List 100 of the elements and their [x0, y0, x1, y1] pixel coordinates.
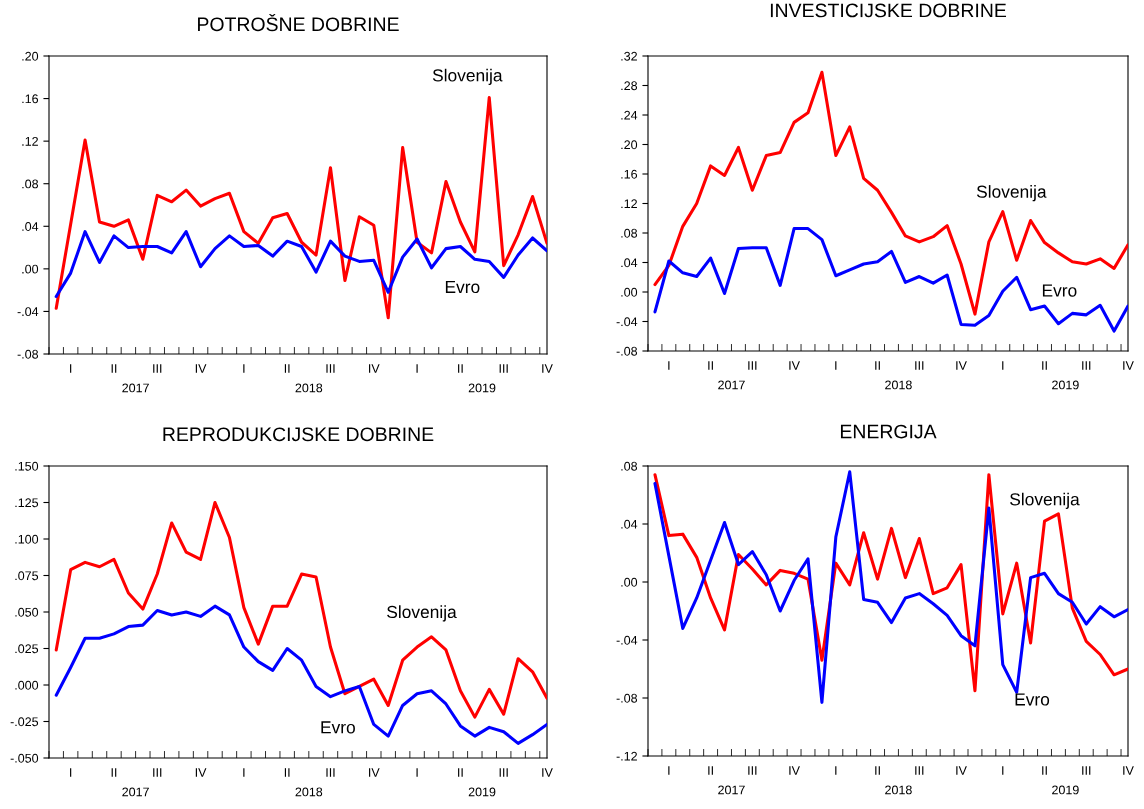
- chart-title: INVESTICIJSKE DOBRINE: [770, 3, 1007, 18]
- x-tick-label: II: [1042, 361, 1047, 370]
- line-series: [54, 500, 547, 719]
- x-tick-label: IV: [789, 361, 800, 370]
- text: 2019: [468, 787, 496, 797]
- line-series: [653, 227, 1128, 333]
- y-tick-label: -.12: [616, 751, 637, 761]
- y-tick-label: -.08: [616, 346, 638, 356]
- x-tick-label: II: [708, 766, 713, 775]
- y-tick-label: .20: [22, 51, 39, 61]
- y-tick-label: .04: [22, 222, 39, 231]
- y-tick-label: .150: [15, 461, 39, 471]
- x-tick-label: I: [243, 364, 245, 373]
- x-tick-label: IV: [956, 361, 967, 370]
- series-label: Slovenija: [976, 185, 1047, 202]
- y-tick-label: .04: [621, 519, 638, 529]
- x-tick-label: II: [284, 364, 290, 373]
- x-tick-label: I: [1002, 766, 1004, 775]
- series-label: Evro: [1042, 284, 1077, 297]
- x-tick-label: IV: [542, 768, 553, 777]
- y-tick-label: .075: [15, 571, 39, 581]
- x-tick-label: I: [668, 766, 670, 775]
- x-tick-label: IV: [369, 364, 380, 373]
- text: 2019: [1052, 380, 1079, 390]
- x-tick-label: IV: [369, 768, 380, 777]
- x-tick-label: III: [326, 364, 335, 373]
- y-tick-label: .100: [15, 534, 39, 544]
- line-series: [54, 95, 547, 320]
- y-tick-label: .12: [621, 199, 637, 209]
- y-tick-label: .20: [621, 140, 638, 150]
- series-label: Evro: [321, 721, 355, 734]
- y-tick-label: .050: [15, 607, 39, 617]
- x-tick-label: II: [458, 364, 463, 373]
- text: 2018: [885, 380, 912, 390]
- y-tick-label: .000: [15, 680, 39, 690]
- y-tick-label: .025: [15, 644, 39, 654]
- x-tick-label: III: [748, 766, 757, 775]
- y-tick-label: .00: [621, 287, 638, 297]
- y-tick-label: .28: [621, 81, 638, 91]
- x-tick-label: I: [416, 364, 418, 373]
- x-tick-label: III: [1082, 766, 1091, 775]
- y-tick-label: .08: [621, 461, 638, 471]
- x-tick-label: I: [416, 768, 418, 777]
- y-tick-label: -.025: [10, 717, 39, 727]
- x-tick-label: I: [835, 766, 837, 775]
- y-tick-label: .00: [621, 577, 638, 587]
- text: 2018: [295, 787, 323, 797]
- x-tick-label: I: [70, 768, 72, 777]
- text: 2017: [122, 383, 149, 393]
- y-tick-label: -.08: [616, 693, 638, 703]
- line-series: [54, 230, 547, 299]
- y-tick-label: .08: [22, 179, 39, 189]
- x-tick-label: I: [70, 364, 72, 373]
- chart-title: POTROŠNE DOBRINE: [198, 14, 399, 32]
- x-tick-label: IV: [195, 364, 207, 373]
- x-tick-label: III: [748, 361, 757, 370]
- x-tick-label: II: [875, 766, 880, 775]
- x-tick-label: IV: [542, 364, 553, 373]
- y-tick-label: -.04: [17, 307, 39, 317]
- y-tick-label: .12: [22, 136, 38, 146]
- x-tick-label: III: [499, 364, 508, 373]
- text: 2017: [718, 380, 745, 390]
- x-tick-label: III: [153, 768, 162, 777]
- series-label: Evro: [445, 280, 480, 294]
- x-tick-label: II: [875, 361, 880, 370]
- y-tick-label: .08: [621, 228, 638, 238]
- y-tick-label: .16: [22, 94, 39, 104]
- x-tick-label: II: [111, 364, 117, 373]
- x-tick-label: I: [668, 361, 670, 370]
- x-tick-label: III: [1082, 361, 1091, 370]
- series-label: Slovenija: [1010, 492, 1080, 509]
- chart-title: ENERGIJA: [840, 424, 937, 439]
- text: 2018: [885, 785, 912, 795]
- text: 2017: [718, 785, 745, 795]
- x-tick-label: I: [1002, 361, 1004, 370]
- x-tick-label: IV: [1123, 361, 1134, 370]
- x-tick-label: I: [835, 361, 837, 370]
- x-tick-label: II: [1042, 766, 1047, 775]
- y-tick-label: .04: [621, 258, 638, 268]
- text: 2019: [1052, 785, 1079, 795]
- x-tick-label: IV: [789, 766, 800, 775]
- y-tick-label: .24: [621, 110, 638, 120]
- line-series: [653, 70, 1128, 316]
- x-tick-label: IV: [1123, 766, 1134, 775]
- x-tick-label: III: [153, 364, 162, 373]
- x-tick-label: III: [915, 361, 924, 370]
- y-tick-label: -.08: [17, 349, 39, 359]
- y-tick-label: -.04: [616, 317, 638, 327]
- y-tick-label: .16: [621, 169, 638, 179]
- text: 2017: [122, 787, 149, 797]
- y-tick-label: -.050: [10, 753, 39, 763]
- chart-title: REPRODUKCIJSKE DOBRINE: [163, 427, 434, 442]
- x-tick-label: II: [458, 768, 463, 777]
- x-tick-label: IV: [195, 768, 207, 777]
- x-tick-label: II: [111, 768, 117, 777]
- text: 2018: [295, 383, 323, 393]
- series-label: Evro: [1015, 693, 1050, 706]
- x-tick-label: III: [915, 766, 924, 775]
- line-series: [54, 604, 547, 745]
- y-tick-label: .125: [15, 498, 39, 508]
